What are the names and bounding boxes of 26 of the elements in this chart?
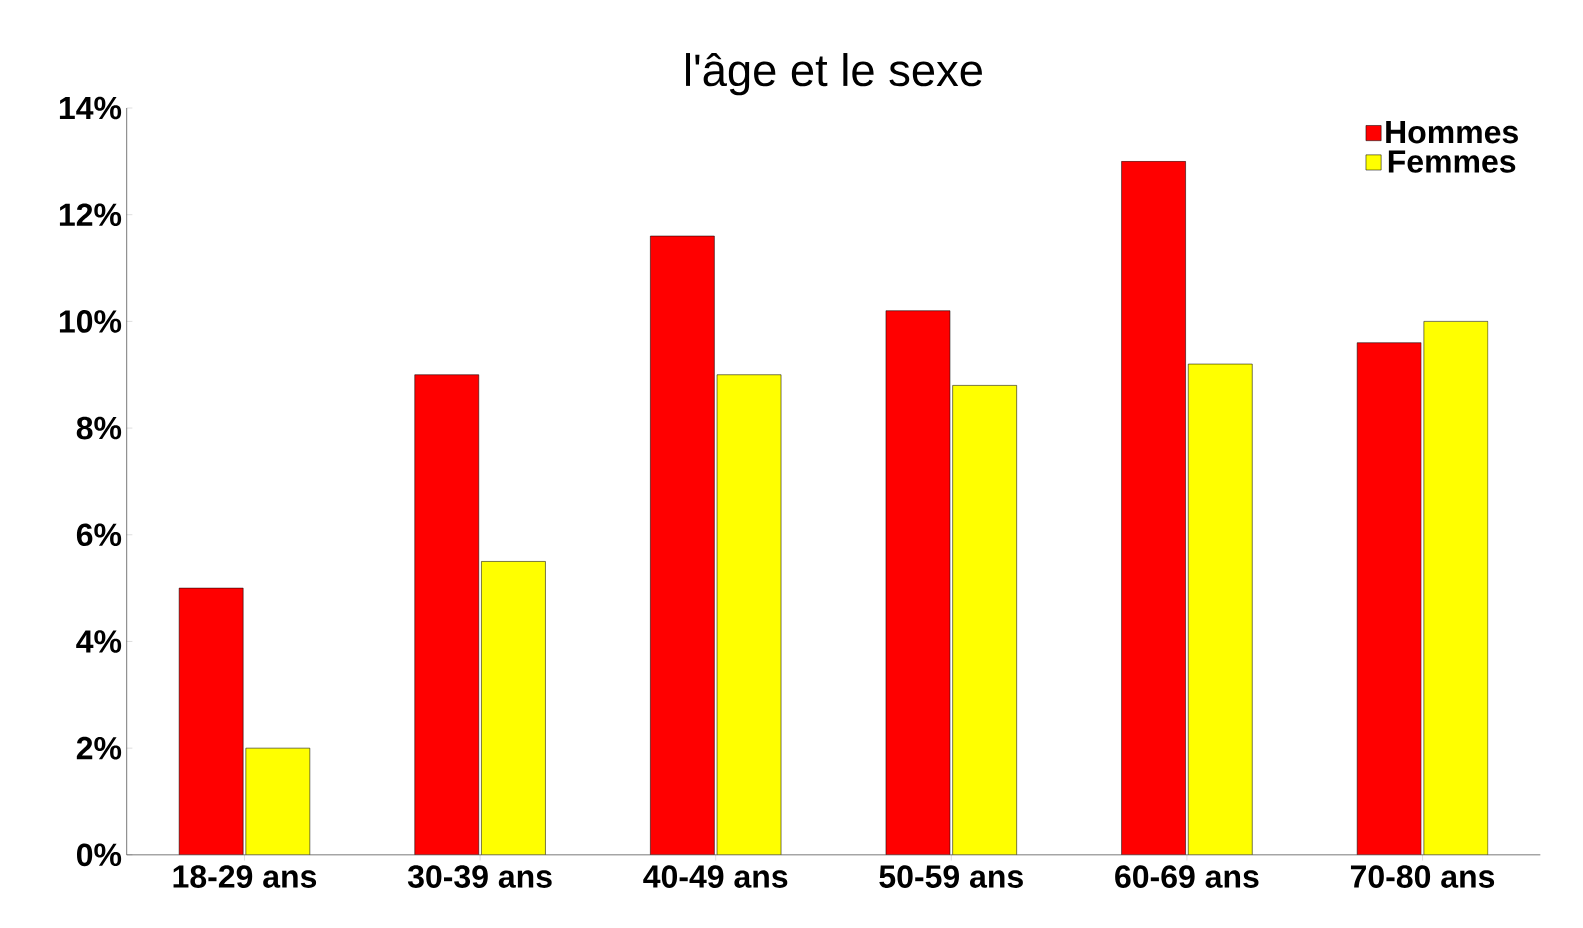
bar	[1121, 161, 1186, 855]
x-tick-label: 40-49 ans	[643, 865, 788, 888]
y-tick-label: 4%	[76, 630, 122, 653]
x-tick-label: 70-80 ans	[1350, 865, 1495, 888]
bar	[414, 374, 480, 855]
bar	[1188, 363, 1253, 855]
y-tick-label: 8%	[76, 416, 122, 440]
x-tick-label: 50-59 ans	[879, 865, 1023, 888]
bar	[952, 385, 1017, 855]
bar	[1423, 321, 1489, 855]
x-tick-label: 30-39 ans	[407, 865, 552, 888]
legend-label: Hommes	[1386, 120, 1518, 144]
y-tick-label: 0%	[77, 843, 122, 867]
y-tick-label: 6%	[76, 523, 122, 547]
bar	[717, 374, 782, 855]
y-tick-label: 14%	[59, 96, 122, 120]
chart-title: l'âge et le sexe	[686, 52, 982, 96]
y-tick-label: 2%	[76, 736, 122, 760]
bar	[481, 561, 546, 855]
bar	[245, 748, 310, 855]
y-tick-label: 10%	[59, 309, 122, 333]
x-tick-label: 60-69 ans	[1115, 865, 1259, 888]
y-tick-label: 12%	[59, 203, 122, 226]
x-tick-label: 18-29 ans	[173, 865, 317, 888]
bar	[1356, 342, 1422, 855]
legend-label: Femmes	[1388, 150, 1516, 173]
